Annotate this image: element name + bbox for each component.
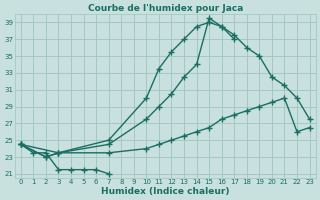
X-axis label: Humidex (Indice chaleur): Humidex (Indice chaleur) <box>101 187 229 196</box>
Title: Courbe de l'humidex pour Jaca: Courbe de l'humidex pour Jaca <box>87 4 243 13</box>
